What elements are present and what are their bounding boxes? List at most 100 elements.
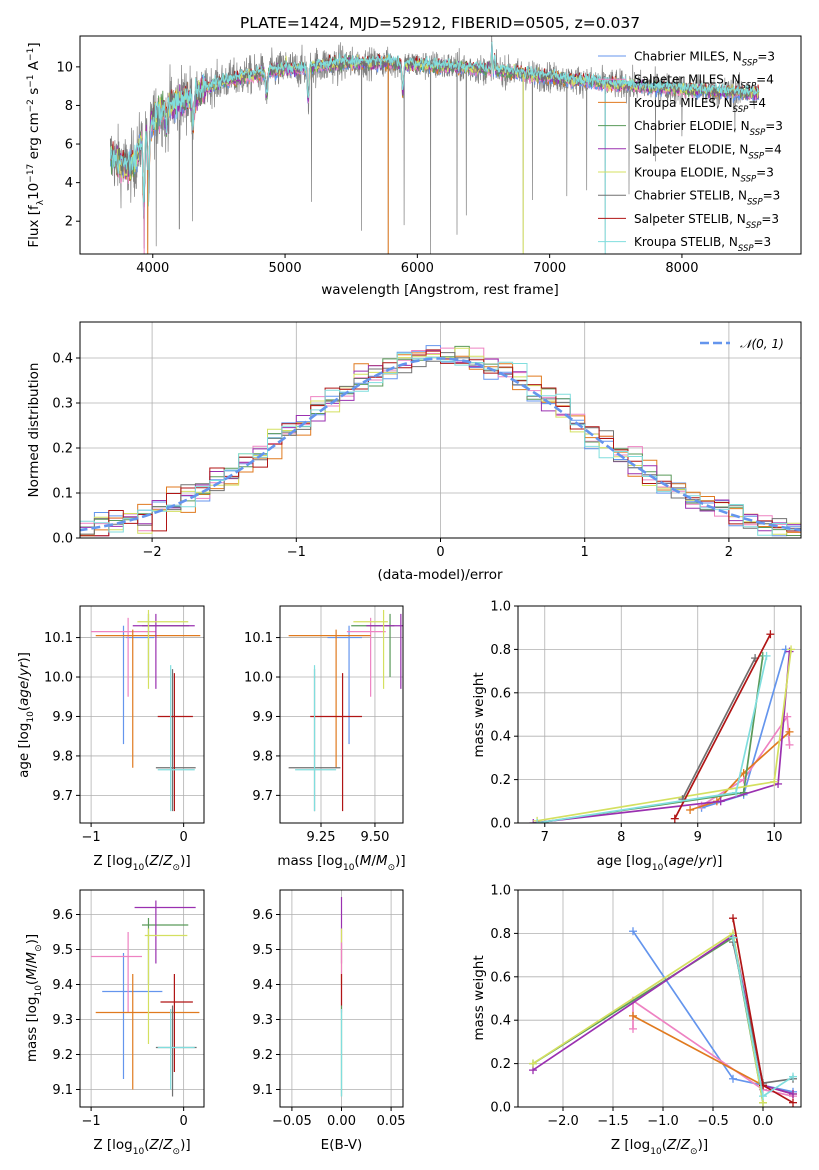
y-tick-label: 0.8 [490,643,511,658]
y-tick-label: 0.2 [490,1057,511,1072]
legend-label-1: Salpeter MILES, NSSP=4 [634,73,774,92]
y-tick-label: 9.1 [52,1083,73,1098]
x-tick-label: 7000 [533,261,566,276]
y-tick-label: 0.4 [490,1014,511,1029]
gaussian-curve [80,357,801,532]
y-tick-label: 9.6 [252,908,273,923]
x-tick-label: 6000 [401,261,434,276]
x-tick-label: 10 [766,830,783,845]
axes-age_vs_mass [280,606,403,823]
x-tick-label: 8000 [665,261,698,276]
massweight-vs-Z-ylabel: mass weight [471,955,487,1040]
x-tick-label: 0 [180,830,188,845]
legend-label-4: Salpeter ELODIE, NSSP=4 [634,142,782,161]
y-tick-label: 8 [65,99,73,114]
axes-frame [517,889,802,1108]
y-tick-label: 9.8 [252,749,273,764]
massweight_vs_Z-plot [529,914,797,1107]
weight-line-series-0 [701,649,787,809]
x-tick-label: 9.25 [307,830,336,845]
histogram-xlabel: (data-model)/error [377,567,503,583]
legend-label-6: Chabrier STELIB, NSSP=3 [634,189,780,208]
x-tick-label: 1 [581,545,589,560]
massweight-vs-Z-xlabel: Z [log10(Z/Z⊙)] [611,1137,708,1157]
y-tick-label: 0.3 [52,397,73,412]
y-tick-label: 9.3 [52,1013,73,1028]
y-tick-label: 9.7 [252,789,273,804]
y-tick-label: 9.5 [52,943,73,958]
x-tick-label: 9 [694,830,702,845]
axes-frame [79,35,802,255]
y-tick-label: 0.1 [52,487,73,502]
model-line-series-8 [109,41,760,216]
frame-spectrum: 4000 5000 6000 7000 8000 2 4 6 8 10 [56,35,802,276]
massweight-vs-age-xlabel: age [log10(age/yr)] [597,853,723,873]
x-tick-label: 5000 [269,261,302,276]
y-tick-label: 9.9 [252,710,273,725]
mass_vs_Z-plot [91,900,200,1097]
mass-vs-Z-ylabel: mass [log10(M/M⊙)] [24,934,44,1062]
y-tick-label: 1.0 [490,600,511,615]
axes-mass_vs_Z [80,890,204,1107]
age-vs-mass-xlabel: mass [log10(M/M⊙)] [277,853,405,873]
x-tick-label: 9.50 [360,830,389,845]
y-tick-label: 0.8 [490,927,511,942]
y-tick-label: 9.7 [52,789,73,804]
histogram-series-4 [80,349,801,537]
x-tick-label: −0.5 [697,1114,729,1129]
y-tick-label: 0.4 [52,352,73,367]
frame-mass_vs_Z: −1 0 9.1 9.2 9.3 9.4 9.5 9.6 [52,889,205,1129]
frame-mass_vs_ebv: −0.05 0.00 0.05 9.1 9.2 9.3 9.4 9.5 9.6 [252,889,406,1129]
y-tick-label: 9.5 [252,943,273,958]
y-tick-label: 9.1 [252,1083,273,1098]
y-tick-label: 0.4 [490,730,511,745]
y-tick-label: 10.1 [244,631,273,646]
axes-frame [79,605,205,824]
age-vs-Z-ylabel: age [log10(age/yr)] [16,652,36,778]
y-tick-label: 9.3 [252,1013,273,1028]
y-tick-label: 0.2 [490,773,511,788]
frame-massweight_vs_age: 7 8 9 10 0.0 0.2 0.4 0.6 0.8 1.0 [490,600,802,845]
x-tick-label: 2 [725,545,733,560]
legend-label-7: Salpeter STELIB, NSSP=3 [634,212,779,231]
figure-title: PLATE=1424, MJD=52912, FIBERID=0505, z=0… [240,14,640,32]
spectrum-plot [109,36,760,254]
x-tick-label: 0 [436,545,444,560]
y-tick-label: 0.2 [52,442,73,457]
x-tick-label: −1 [82,1114,101,1129]
x-tick-label: 0.00 [327,1114,356,1129]
y-tick-label: 0.0 [490,817,511,832]
age_vs_mass-plot [288,609,403,812]
axes-frame [517,605,802,824]
y-tick-label: 9.8 [52,749,73,764]
weight-line-series-6 [681,657,756,800]
spectrum-xlabel: wavelength [Angstrom, rest frame] [321,282,559,298]
x-tick-label: −1.0 [647,1114,679,1129]
legend-label-5: Kroupa ELODIE, NSSP=3 [634,166,774,185]
weight-line-series-1 [701,714,791,807]
histogram-plot [80,345,801,537]
y-tick-label: 10.1 [44,631,73,646]
frame-massweight_vs_Z: −2.0 −1.5 −1.0 −0.5 0.0 0.0 0.2 0.4 0.6 0.8 1.0 [490,884,802,1129]
frame-age_vs_mass: 9.25 9.50 9.7 9.8 9.9 10.0 10.1 [244,605,404,845]
axes-age_vs_Z [80,606,204,823]
histogram-ylabel: Normed distribution [26,363,42,498]
massweight_vs_age-plot [529,630,796,823]
frame-age_vs_Z: −1 0 9.7 9.8 9.9 10.0 10.1 [44,605,205,845]
y-tick-label: 9.4 [52,978,73,993]
x-tick-label: 4000 [136,261,169,276]
y-tick-label: 0.0 [52,532,73,547]
y-tick-label: 9.6 [52,908,73,923]
y-tick-label: 9.2 [252,1048,273,1063]
x-tick-label: −1.5 [597,1114,629,1129]
y-tick-label: 10.0 [44,671,73,686]
x-tick-label: −2 [143,545,162,560]
x-tick-label: 0.05 [377,1114,406,1129]
y-tick-label: 10 [56,60,73,75]
x-tick-label: 0 [180,1114,188,1129]
axes-frame [279,605,404,824]
legend-label-2: Kroupa MILES, NSSP=4 [634,96,766,115]
legend-label-3: Chabrier ELODIE, NSSP=3 [634,119,783,138]
y-tick-label: 9.2 [52,1048,73,1063]
